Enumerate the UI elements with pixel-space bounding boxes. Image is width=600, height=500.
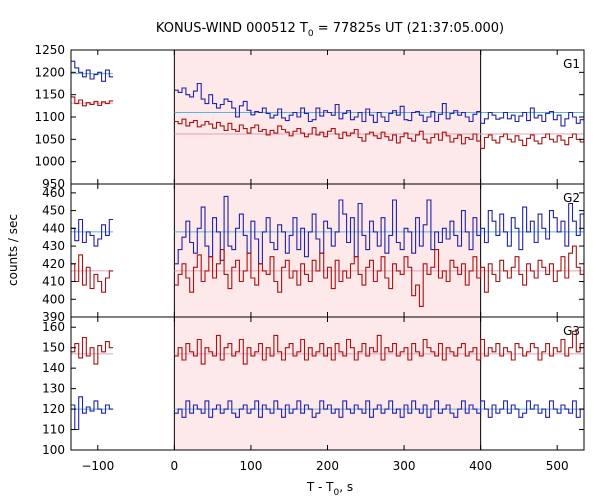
- y-axis-label: counts / sec: [6, 214, 20, 286]
- x-tick-label: 0: [171, 459, 179, 473]
- x-tick-label: 400: [469, 459, 492, 473]
- x-tick-label: −100: [81, 459, 114, 473]
- x-tick-label: 300: [393, 459, 416, 473]
- series-step-line: [71, 396, 114, 431]
- y-tick-label: 1150: [34, 88, 65, 102]
- x-axis-label-rest: , s: [339, 480, 353, 494]
- panel-label: G3: [563, 324, 580, 338]
- series-step-line: [174, 400, 584, 418]
- y-tick-label: 100: [42, 443, 65, 457]
- y-tick-label: 1000: [34, 155, 65, 169]
- panel-plot-area: [71, 330, 584, 431]
- panel-g3: 100 110 120 130 140 150 160 G3: [42, 316, 585, 457]
- highlight-interval: [174, 317, 481, 450]
- series-step-line: [174, 118, 584, 149]
- y-tick-label: 140: [42, 361, 65, 375]
- x-axis-label-main: T - T: [306, 480, 334, 494]
- y-tick-label: 160: [42, 320, 65, 334]
- series-step-line: [71, 96, 114, 107]
- y-tick-label: 110: [42, 423, 65, 437]
- y-tick-label: 450: [42, 204, 65, 218]
- y-tick-label: 1250: [34, 43, 65, 57]
- series-step-line: [71, 218, 114, 247]
- panels-layer: 950100010501100115012001250G139040041042…: [34, 43, 585, 473]
- y-tick-label: 390: [42, 310, 65, 324]
- x-tick-label: 100: [239, 459, 262, 473]
- y-tick-label: 150: [42, 341, 65, 355]
- x-axis-label-subscript: 0: [334, 488, 340, 498]
- highlight-interval: [174, 184, 481, 317]
- x-tick-label: 200: [316, 459, 339, 473]
- x-tick-label: 500: [546, 459, 569, 473]
- series-step-line: [174, 82, 584, 127]
- chart-title-subscript: 0: [308, 29, 314, 39]
- y-tick-label: 1200: [34, 65, 65, 79]
- y-tick-label: 430: [42, 239, 65, 253]
- chart-title-main: KONUS-WIND 000512 T: [156, 21, 308, 36]
- panel-plot-area: [71, 60, 584, 149]
- series-step-line: [174, 195, 584, 265]
- series-step-line: [71, 254, 114, 293]
- panel-label: G1: [563, 57, 580, 71]
- y-tick-label: 420: [42, 257, 65, 271]
- series-step-line: [71, 336, 114, 365]
- panel-plot-area: [71, 195, 584, 307]
- y-tick-label: 400: [42, 292, 65, 306]
- y-tick-label: 1100: [34, 110, 65, 124]
- y-tick-label: 120: [42, 402, 65, 416]
- panel-g1: 950 1000 1050 1100 1150 1200 1250 G1: [34, 43, 585, 191]
- series-step-line: [174, 330, 584, 365]
- y-tick-label: 440: [42, 221, 65, 235]
- chart-title: KONUS-WIND 000512 T0 = 77825s UT (21:37:…: [156, 21, 504, 39]
- y-tick-label: 1050: [34, 132, 65, 146]
- chart-title-rest: = 77825s UT (21:37:05.000): [314, 21, 504, 36]
- y-tick-label: 410: [42, 275, 65, 289]
- panel-label: G2: [563, 191, 580, 205]
- x-axis-label: T - T0, s: [306, 480, 353, 498]
- y-tick-label: 130: [42, 382, 65, 396]
- series-step-line: [174, 245, 584, 307]
- panel-g2: 390 400 410 420 430 440 450 460 G2: [42, 183, 585, 324]
- y-tick-label: 460: [42, 186, 65, 200]
- series-step-line: [71, 60, 114, 82]
- y-tick-label: 950: [42, 177, 65, 191]
